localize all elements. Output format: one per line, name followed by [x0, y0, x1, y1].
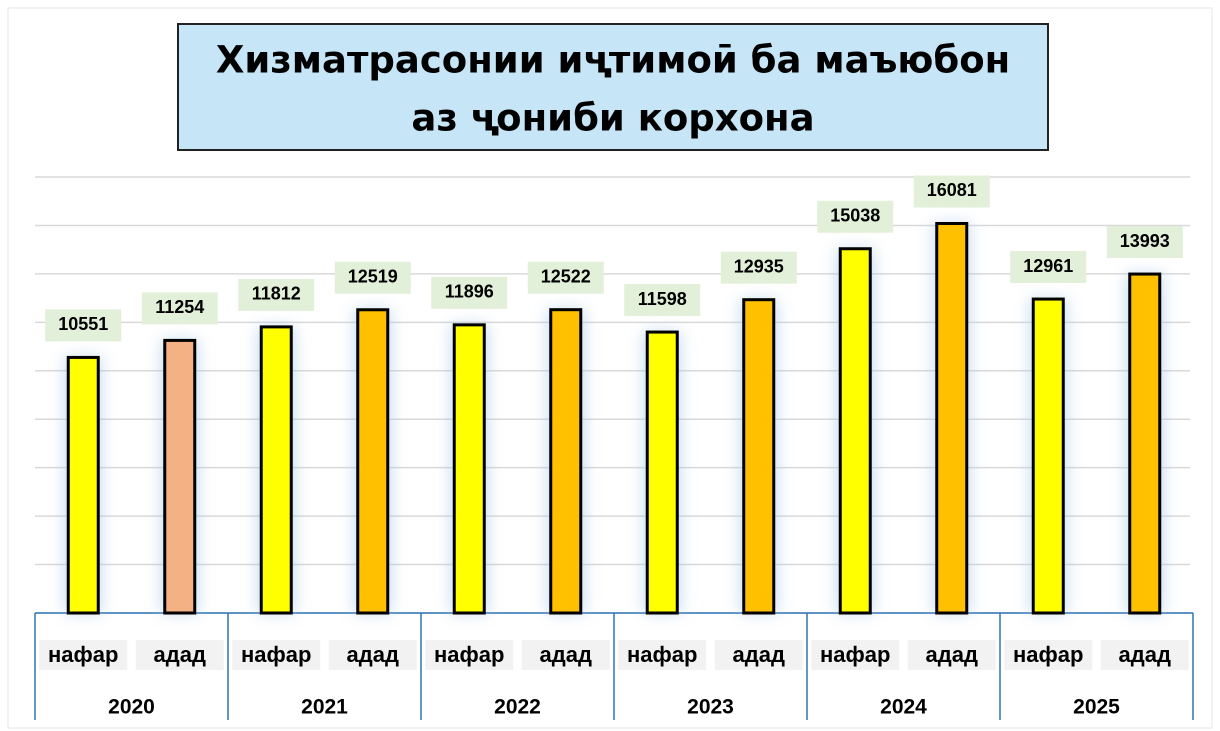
data-label: 10551 — [58, 314, 108, 334]
x-tick-label-bg — [618, 640, 707, 670]
x-tick-label-bg — [39, 640, 128, 670]
chart-title: Хизматрасонии иҷтимоӣ ба маъюбон — [216, 39, 1010, 82]
group-label: 2021 — [301, 696, 348, 719]
data-label-bg — [817, 200, 894, 233]
data-label-bg — [720, 251, 797, 284]
group-label: 2020 — [108, 696, 155, 719]
data-label: 11598 — [638, 289, 687, 309]
x-tick-label: адад — [154, 642, 206, 667]
bar — [742, 298, 776, 615]
bar — [645, 330, 679, 615]
bar — [452, 323, 486, 615]
x-tick-label: адад — [1119, 642, 1171, 667]
x-tick-label: нафар — [48, 642, 118, 667]
group-label: 2022 — [494, 696, 541, 719]
x-tick-label-bg — [521, 640, 610, 670]
chart-title: аз ҷониби корхона — [411, 97, 814, 140]
bar — [163, 338, 197, 615]
data-label-bg — [238, 278, 315, 311]
group-label: 2023 — [687, 696, 734, 719]
data-label: 12961 — [1023, 256, 1073, 276]
x-tick-label: адад — [926, 642, 978, 667]
group-label: 2024 — [880, 696, 927, 719]
data-label: 13993 — [1120, 231, 1170, 251]
data-label: 11812 — [252, 284, 301, 304]
x-tick-label: нафар — [820, 642, 890, 667]
bar — [259, 325, 293, 615]
data-label-bg — [1010, 251, 1087, 284]
bar — [549, 308, 583, 615]
data-label: 11254 — [155, 297, 204, 317]
data-label-bg — [45, 309, 122, 342]
x-tick-label-bg — [714, 640, 803, 670]
x-tick-label-bg — [135, 640, 224, 670]
x-tick-label-bg — [232, 640, 321, 670]
x-tick-label-bg — [1004, 640, 1093, 670]
bar — [838, 247, 872, 615]
data-label: 12522 — [541, 266, 591, 286]
title-box — [177, 23, 1049, 151]
data-label: 16081 — [927, 180, 977, 200]
data-label: 12935 — [734, 256, 784, 276]
bar — [935, 221, 969, 615]
x-tick-label-bg — [425, 640, 514, 670]
data-label: 15038 — [830, 205, 880, 225]
data-label-bg — [913, 175, 990, 208]
data-label-bg — [527, 261, 604, 294]
x-tick-label: нафар — [241, 642, 311, 667]
x-tick-label-bg — [907, 640, 996, 670]
bar — [1031, 297, 1065, 615]
bar — [356, 308, 390, 615]
data-label: 12519 — [348, 267, 398, 287]
x-tick-label: адад — [347, 642, 399, 667]
bar — [66, 355, 100, 615]
data-label: 11896 — [445, 282, 494, 302]
x-tick-label: нафар — [1013, 642, 1083, 667]
bar — [1128, 272, 1162, 615]
data-label-bg — [334, 261, 411, 294]
x-tick-label: адад — [733, 642, 785, 667]
frame — [7, 7, 1213, 729]
x-tick-label: адад — [540, 642, 592, 667]
data-label-bg — [1106, 226, 1183, 259]
x-tick-label: нафар — [434, 642, 504, 667]
x-tick-label-bg — [328, 640, 417, 670]
group-label: 2025 — [1073, 696, 1120, 719]
data-label-bg — [141, 292, 218, 325]
x-tick-label: нафар — [627, 642, 697, 667]
data-label-bg — [624, 284, 701, 317]
data-label-bg — [431, 276, 508, 309]
x-tick-label-bg — [811, 640, 900, 670]
x-tick-label-bg — [1100, 640, 1189, 670]
